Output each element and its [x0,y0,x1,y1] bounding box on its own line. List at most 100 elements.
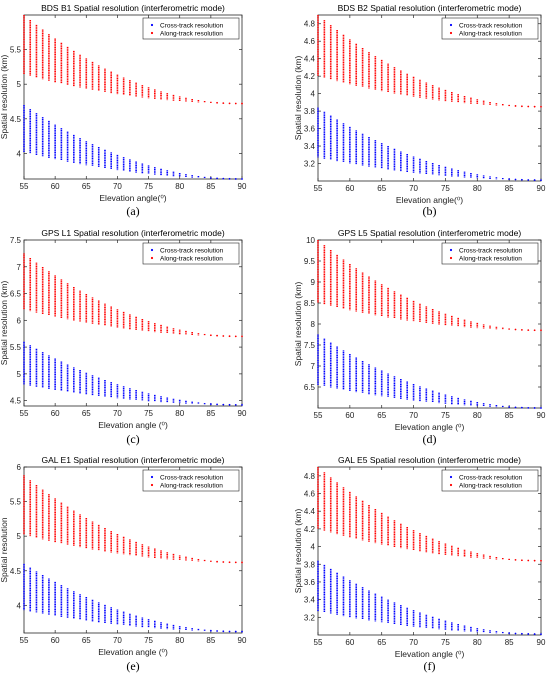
x-tick-label: 85 [206,182,215,191]
y-tick-label: 3.8 [304,560,316,569]
resolution-point [209,403,212,405]
y-tick-label: 6.5 [304,383,316,392]
x-tick-label: 90 [238,182,247,191]
series-along-track [317,467,542,562]
resolution-point [533,105,536,108]
y-tick-label: 4 [311,90,316,99]
x-tick-label: 70 [113,409,122,418]
resolution-point [222,177,225,180]
x-tick-label: 85 [505,638,514,647]
legend-box [142,242,240,265]
resolution-point [222,561,225,563]
x-tick-label: 80 [473,411,482,420]
series-cross-track [23,563,243,633]
legend-entry: Cross-track resolution [459,22,523,29]
chart-panel: GPS L5 Spatial resolution (interferometr… [293,228,546,446]
chart-panel: GAL E1 Spatial resolution (interferometr… [0,455,247,673]
x-tick-label: 75 [144,409,153,418]
x-tick-label: 90 [537,411,546,420]
legend-entry: Cross-track resolution [160,474,224,481]
chart-title: GPS L1 Spatial resolution (interferometr… [41,228,224,238]
y-tick-label: 6.5 [10,290,22,299]
resolution-point [222,403,225,406]
resolution-point [533,329,536,332]
y-tick-label: 4.2 [304,525,316,534]
y-axis-label: Spatial resolution [0,517,9,582]
resolution-point [228,102,231,105]
series-cross-track [317,107,542,182]
resolution-point [514,178,517,181]
resolution-point [222,335,225,337]
resolution-point [216,177,218,180]
legend-entry: Cross-track resolution [160,22,224,29]
resolution-point [222,630,225,633]
y-tick-label: 4.4 [304,55,316,64]
x-tick-label: 60 [345,184,354,193]
y-tick-label: 4.6 [304,37,316,46]
resolution-point [234,178,237,180]
y-tick-label: 5.5 [10,343,22,352]
x-tick-label: 90 [537,184,546,193]
resolution-point [540,179,542,182]
legend-marker [449,31,453,35]
y-tick-label: 4.4 [304,507,316,516]
legend-marker [449,475,453,479]
plot-area [317,466,542,636]
panel-caption: (b) [423,204,437,218]
chart-panel: GAL E5 Spatial resolution (interferometr… [293,455,546,673]
x-tick-label: 70 [409,411,418,420]
resolution-point [241,178,243,180]
legend-entry: Along-track resolution [459,255,522,262]
plot-area [23,239,243,407]
legend-marker [150,31,154,35]
y-tick-label: 3.6 [304,125,316,134]
y-tick-label: 7 [311,362,316,371]
chart-panel: BDS B2 Spatial resolution (interferometr… [293,3,546,218]
resolution-point [540,559,542,562]
plot-area [317,239,542,409]
panel-caption: (f) [424,659,436,673]
y-axis-label: Spatial resolution (km) [293,282,303,367]
x-tick-label: 70 [113,182,122,191]
x-tick-label: 55 [20,409,29,418]
legend-entry: Along-track resolution [160,255,223,262]
resolution-point [241,102,243,105]
x-tick-label: 90 [537,638,546,647]
resolution-point [222,102,225,105]
legend-entry: Along-track resolution [160,30,223,37]
y-tick-label: 8.5 [304,299,316,308]
resolution-point [228,561,231,564]
resolution-point [520,328,523,331]
y-tick-label: 6 [17,316,22,325]
chart-title: GPS L5 Spatial resolution (interferometr… [338,228,521,238]
x-tick-label: 70 [409,184,418,193]
x-tick-label: 60 [345,638,354,647]
chart-title: GAL E5 Spatial resolution (interferometr… [338,455,521,465]
legend-box [441,17,539,40]
legend-marker [150,483,154,487]
y-tick-label: 4 [17,601,22,610]
series-along-track [23,15,243,105]
x-tick-label: 80 [175,409,184,418]
x-tick-label: 85 [505,411,514,420]
resolution-point [520,632,523,635]
resolution-point [527,179,530,181]
y-tick-label: 9 [311,278,316,287]
series-cross-track [23,104,243,180]
resolution-point [514,406,517,409]
x-tick-label: 75 [441,411,450,420]
x-tick-label: 80 [175,636,184,645]
resolution-point [228,177,231,180]
chart-panel: GPS L1 Spatial resolution (interferometr… [0,228,247,446]
x-tick-label: 65 [377,638,386,647]
x-tick-label: 65 [82,636,91,645]
x-tick-label: 90 [238,636,247,645]
legend-marker [449,23,453,27]
y-tick-label: 5 [17,80,22,89]
x-tick-label: 75 [144,636,153,645]
resolution-point [533,179,536,181]
y-tick-label: 4.2 [304,72,316,81]
resolution-point [540,329,542,332]
